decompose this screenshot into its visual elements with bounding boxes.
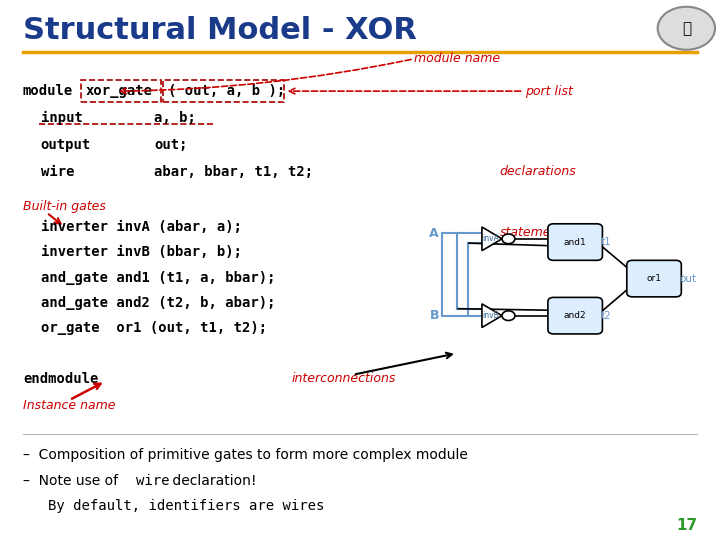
Text: out: out: [679, 274, 696, 284]
Text: out;: out;: [154, 138, 188, 152]
Polygon shape: [482, 304, 502, 327]
Text: a, b;: a, b;: [154, 111, 196, 125]
Circle shape: [502, 311, 515, 321]
Text: abar, bbar, t1, t2;: abar, bbar, t1, t2;: [154, 165, 313, 179]
Text: Built-in gates: Built-in gates: [23, 200, 106, 213]
Text: statements: statements: [500, 226, 571, 239]
Text: declarations: declarations: [500, 165, 577, 178]
Text: declaration!: declaration!: [168, 474, 256, 488]
Text: or_gate  or1 (out, t1, t2);: or_gate or1 (out, t1, t2);: [41, 321, 267, 335]
Text: invB: invB: [482, 311, 500, 320]
Text: output: output: [41, 138, 91, 152]
Text: module name: module name: [414, 52, 500, 65]
Text: and1: and1: [564, 238, 587, 247]
Text: or1: or1: [647, 274, 662, 283]
Text: –  Note use of: – Note use of: [23, 474, 122, 488]
Text: B: B: [429, 309, 439, 322]
Circle shape: [502, 234, 515, 244]
Text: –  Composition of primitive gates to form more complex module: – Composition of primitive gates to form…: [23, 448, 468, 462]
Circle shape: [657, 7, 715, 50]
Text: inverter invB (bbar, b);: inverter invB (bbar, b);: [41, 245, 242, 259]
Text: and2: and2: [564, 311, 587, 320]
FancyBboxPatch shape: [627, 260, 681, 297]
Text: Instance name: Instance name: [23, 399, 115, 412]
Text: Structural Model - XOR: Structural Model - XOR: [23, 16, 417, 45]
Text: A: A: [429, 227, 439, 240]
Text: wire: wire: [41, 165, 74, 179]
Text: input: input: [41, 111, 83, 125]
Text: By default, identifiers are wires: By default, identifiers are wires: [48, 500, 325, 514]
Text: t2: t2: [600, 310, 611, 321]
Polygon shape: [482, 227, 502, 251]
Text: and_gate and2 (t2, b, abar);: and_gate and2 (t2, b, abar);: [41, 296, 275, 310]
Text: invA: invA: [482, 234, 500, 244]
FancyBboxPatch shape: [548, 298, 603, 334]
Text: 17: 17: [676, 518, 697, 532]
Text: ( out, a, b );: ( out, a, b );: [168, 84, 285, 98]
Text: wire: wire: [136, 474, 170, 488]
Text: 🏛: 🏛: [682, 21, 691, 36]
Text: module: module: [23, 84, 73, 98]
Text: interconnections: interconnections: [292, 372, 396, 385]
Text: port list: port list: [525, 85, 573, 98]
FancyBboxPatch shape: [548, 224, 603, 260]
Text: endmodule: endmodule: [23, 372, 99, 386]
Text: inverter invA (abar, a);: inverter invA (abar, a);: [41, 220, 242, 234]
Text: and_gate and1 (t1, a, bbar);: and_gate and1 (t1, a, bbar);: [41, 271, 275, 285]
Text: xor_gate: xor_gate: [86, 84, 153, 98]
Text: t1: t1: [600, 237, 611, 247]
